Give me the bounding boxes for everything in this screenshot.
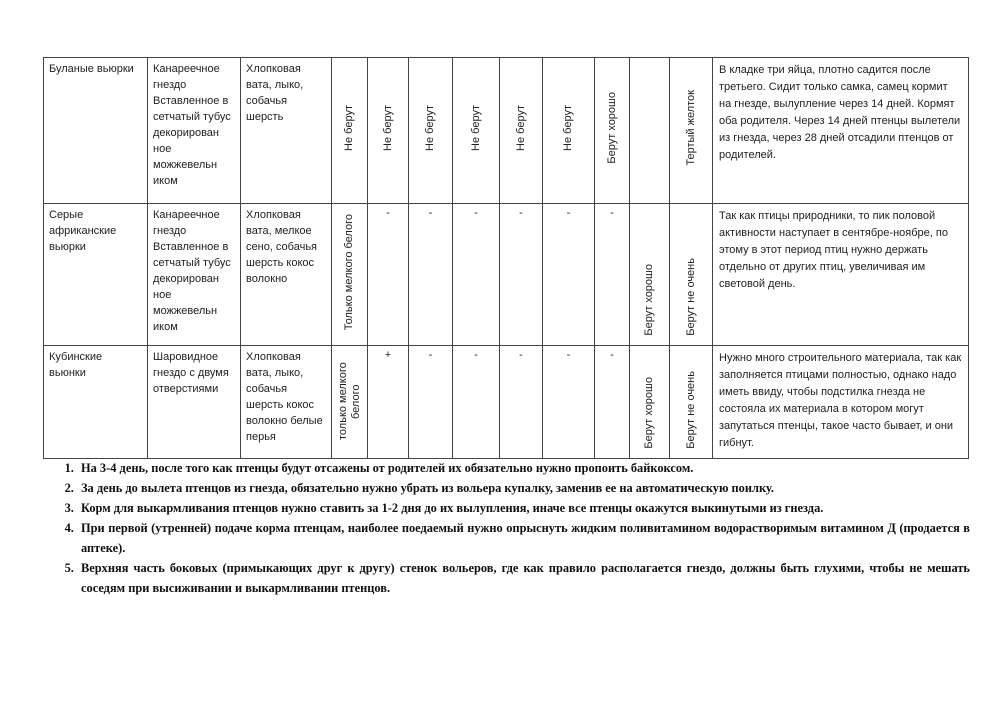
feed-value: - bbox=[566, 349, 571, 361]
feed-value: Только мелкого белого bbox=[343, 213, 355, 331]
feed-cell: - bbox=[594, 345, 630, 459]
feed-value: - bbox=[386, 207, 390, 219]
feed-value: + bbox=[384, 349, 392, 361]
notes-list: На 3-4 день, после того как птенцы будут… bbox=[55, 458, 970, 598]
nest-cell: Канареечное гнездо Вставленное в сетчаты… bbox=[147, 203, 241, 346]
feed-value: Берут хорошо bbox=[605, 92, 618, 164]
feed-value: Не берут bbox=[562, 105, 574, 151]
feed-value: - bbox=[519, 207, 523, 219]
feed-value: - bbox=[610, 349, 614, 361]
feed-value: Берут не очень bbox=[684, 371, 697, 449]
feed-cell: Берут не очень bbox=[669, 345, 713, 459]
note-cell: В кладке три яйца, плотно садится после … bbox=[712, 57, 969, 204]
nest-cell: Канареечное гнездо Вставленное в сетчаты… bbox=[147, 57, 241, 204]
note-item: На 3-4 день, после того как птенцы будут… bbox=[77, 458, 970, 478]
feed-cell bbox=[629, 57, 670, 204]
feed-value: - bbox=[566, 207, 571, 219]
feed-cell: только мелкого белого bbox=[331, 345, 368, 459]
feed-value: - bbox=[474, 207, 478, 219]
feed-value: только мелкого белого bbox=[336, 362, 362, 441]
feed-cell: + bbox=[367, 345, 409, 459]
material-cell: Хлопковая вата, лыко, собачья шерсть bbox=[240, 57, 332, 204]
feed-value: - bbox=[519, 349, 523, 361]
nest-cell: Шаровидное гнездо с двумя отверстиями bbox=[147, 345, 241, 459]
feed-value: Берут хорошо bbox=[643, 264, 655, 336]
feed-value: Не берут bbox=[343, 105, 355, 151]
feed-cell: Берут хорошо bbox=[594, 57, 630, 204]
feed-value: - bbox=[610, 207, 614, 219]
feed-cell: - bbox=[499, 345, 543, 459]
feed-cell: Тертый желток bbox=[669, 57, 713, 204]
feed-cell: - bbox=[367, 203, 409, 346]
feed-cell: - bbox=[499, 203, 543, 346]
feed-value: - bbox=[428, 207, 433, 219]
table-row: Буланые вьюрки Канареечное гнездо Вставле… bbox=[43, 57, 969, 204]
feed-cell: Только мелкого белого bbox=[331, 203, 368, 346]
feed-cell: Не берут bbox=[452, 57, 500, 204]
feed-cell: - bbox=[452, 345, 500, 459]
note-item: Верхняя часть боковых (примыкающих друг … bbox=[77, 558, 970, 598]
bird-cell: Кубинские вьюнки bbox=[43, 345, 148, 459]
breeding-table: Буланые вьюрки Канареечное гнездо Вставле… bbox=[43, 57, 969, 459]
feed-cell: Не берут bbox=[499, 57, 543, 204]
feed-cell: - bbox=[408, 345, 453, 459]
feed-value: - bbox=[474, 349, 478, 361]
note-item: Корм для выкармливания птенцов нужно ста… bbox=[77, 498, 970, 518]
feed-value: Не берут bbox=[469, 105, 482, 151]
feed-cell: Не берут bbox=[331, 57, 368, 204]
feed-cell: Не берут bbox=[367, 57, 409, 204]
feed-cell: Берут хорошо bbox=[629, 203, 670, 346]
feed-cell: - bbox=[408, 203, 453, 346]
feed-cell: Не берут bbox=[408, 57, 453, 204]
note-item: За день до вылета птенцов из гнезда, обя… bbox=[77, 478, 970, 498]
bird-cell: Буланые вьюрки bbox=[43, 57, 148, 204]
feed-value: Не берут bbox=[381, 105, 394, 151]
material-cell: Хлопковая вата, лыко, собачья шерсть кок… bbox=[240, 345, 332, 459]
feed-cell: - bbox=[542, 203, 595, 346]
feed-value: Не берут bbox=[514, 105, 527, 151]
table-row: Серые африканские вьюрки Канареечное гнез… bbox=[43, 203, 969, 346]
feed-value: Берут хорошо bbox=[643, 377, 655, 449]
feed-value: Тертый желток bbox=[684, 90, 697, 166]
feed-cell: - bbox=[542, 345, 595, 459]
feed-cell: Берут хорошо bbox=[629, 345, 670, 459]
material-cell: Хлопковая вата, мелкое сено, собачья шер… bbox=[240, 203, 332, 346]
feed-value: Берут не очень bbox=[684, 258, 697, 336]
feed-cell: Не берут bbox=[542, 57, 595, 204]
table-row: Кубинские вьюнки Шаровидное гнездо с двум… bbox=[43, 345, 969, 459]
feed-cell: Берут не очень bbox=[669, 203, 713, 346]
note-cell: Так как птицы природники, то пик половой… bbox=[712, 203, 969, 346]
note-item: При первой (утренней) подаче корма птенц… bbox=[77, 518, 970, 558]
feed-cell: - bbox=[594, 203, 630, 346]
bird-cell: Серые африканские вьюрки bbox=[43, 203, 148, 346]
note-cell: Нужно много строительного материала, так… bbox=[712, 345, 969, 459]
feed-value: - bbox=[428, 349, 433, 361]
feed-cell: - bbox=[452, 203, 500, 346]
feed-value: Не берут bbox=[424, 105, 436, 151]
